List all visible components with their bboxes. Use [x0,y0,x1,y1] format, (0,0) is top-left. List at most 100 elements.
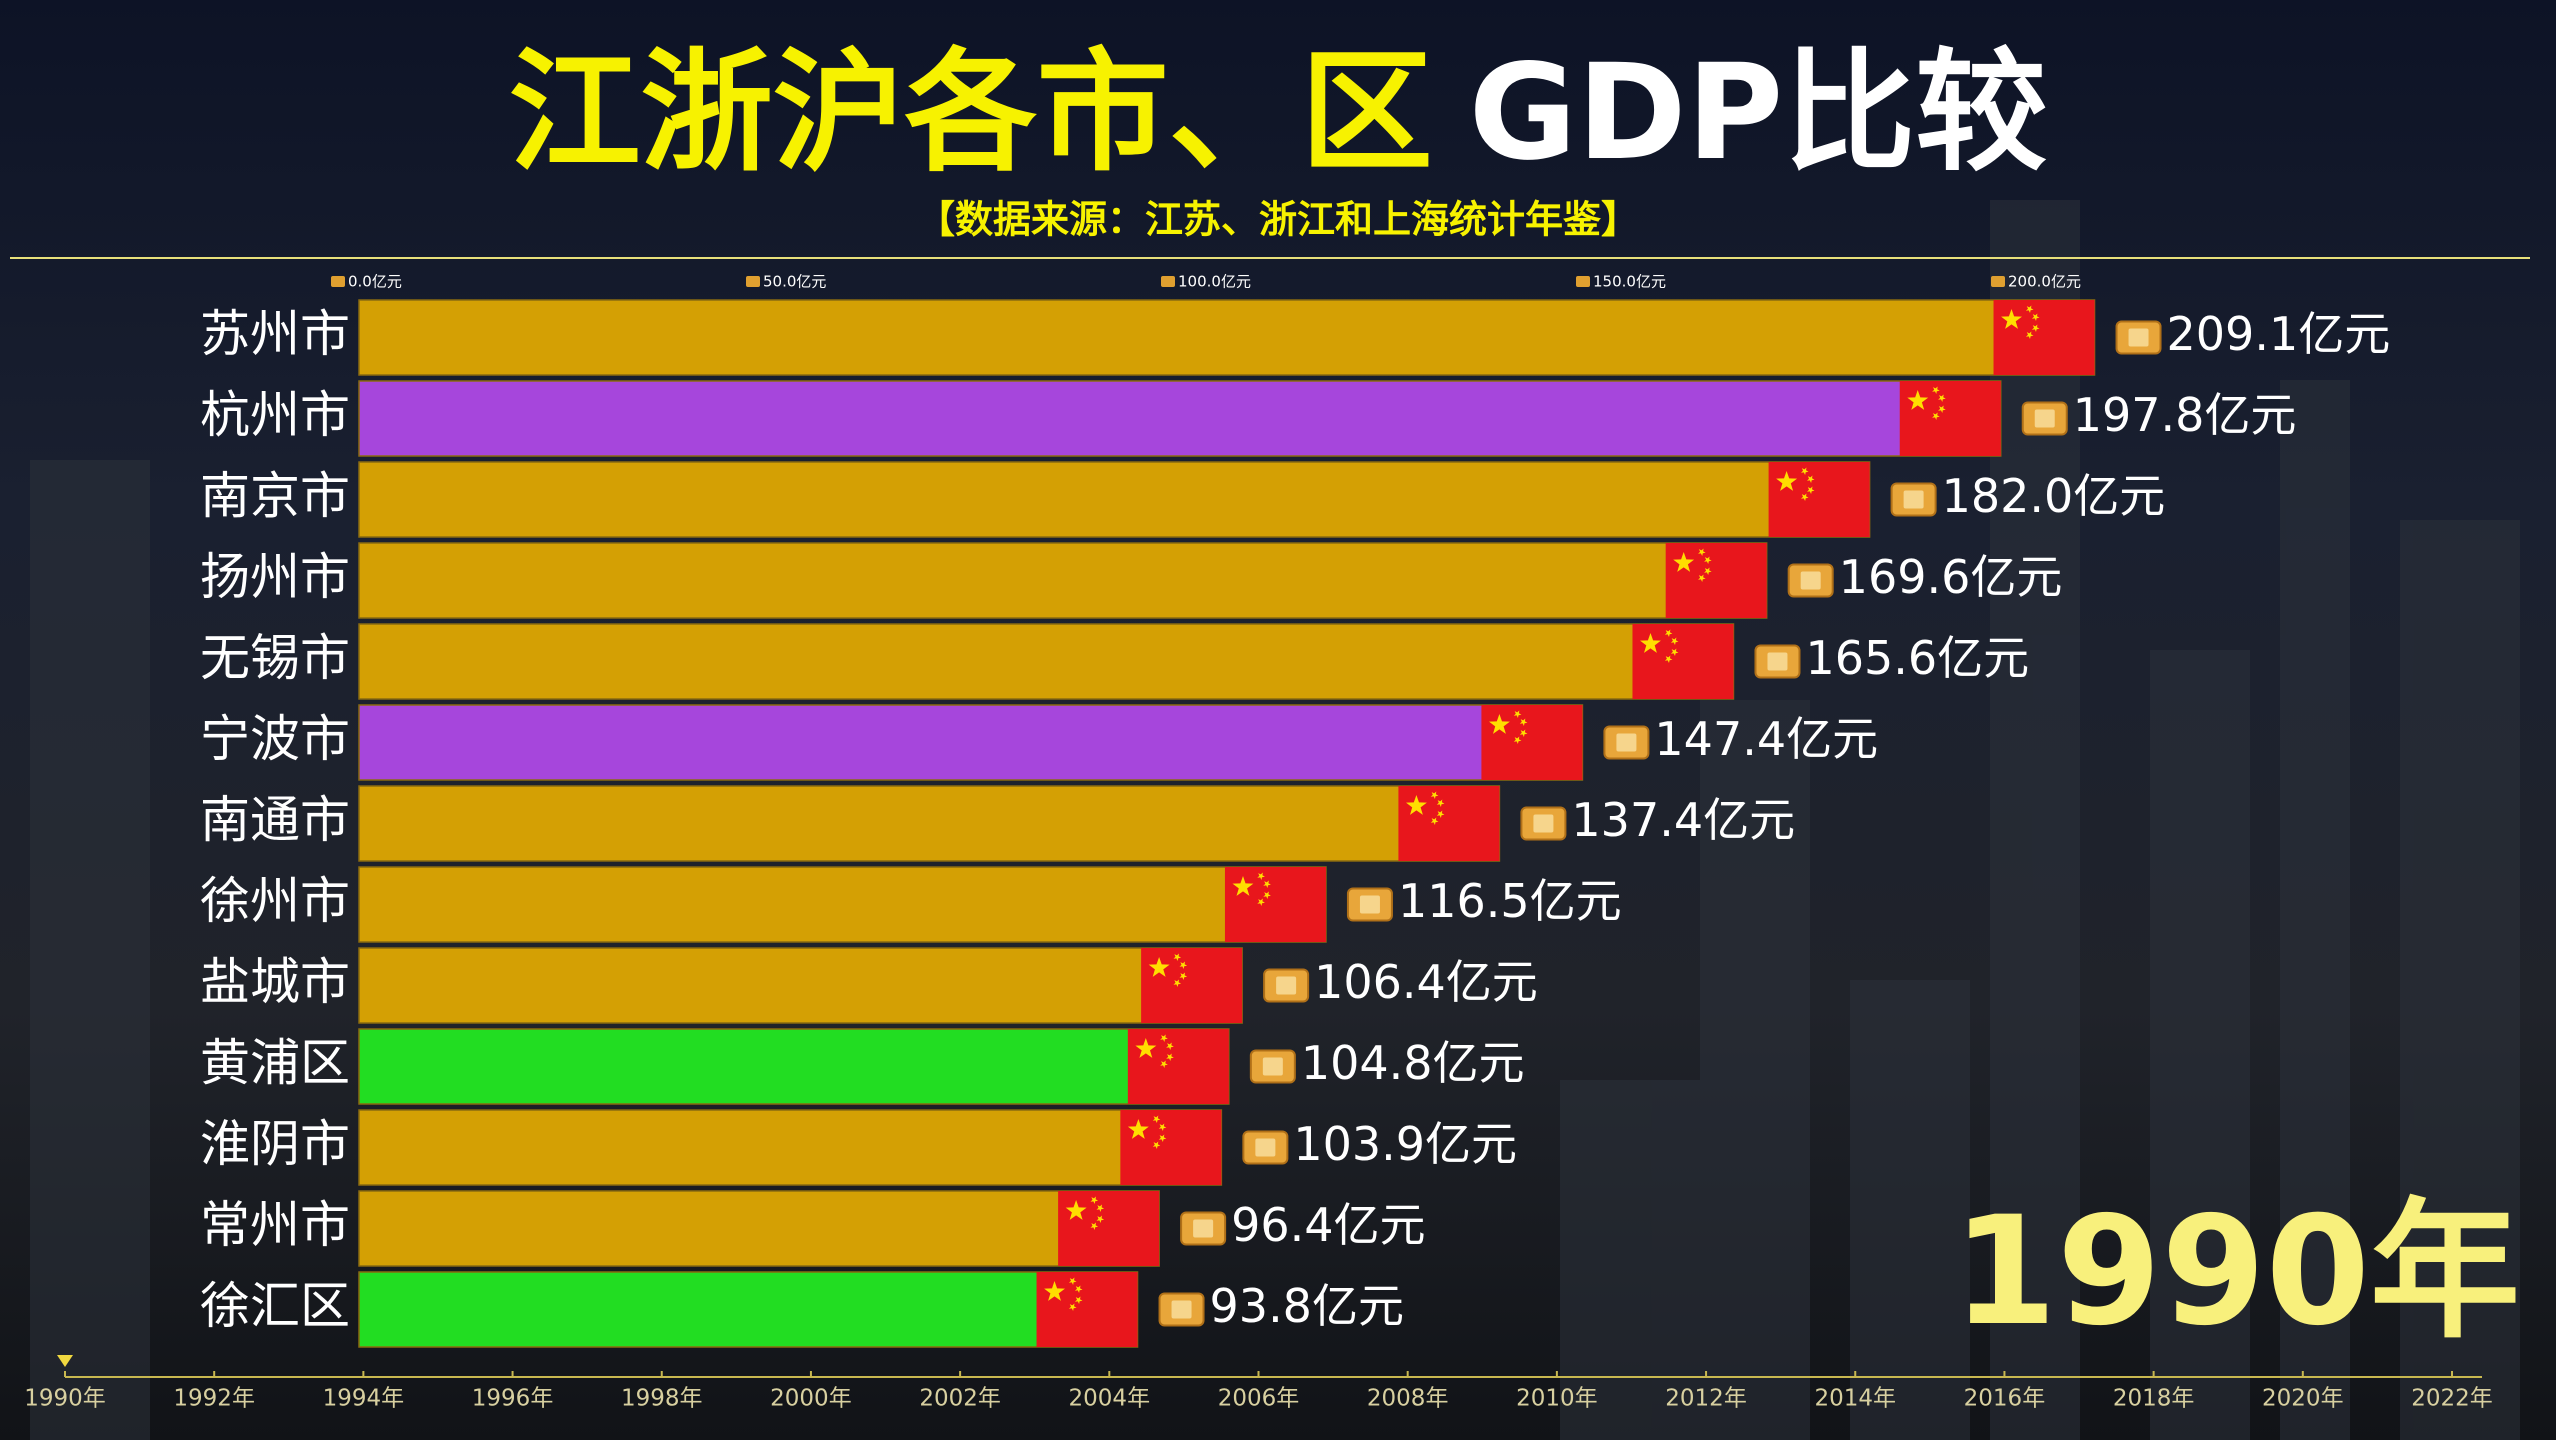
flag [1036,1272,1138,1347]
flag-star [1430,791,1439,799]
category-label: 苏州市 [200,305,350,363]
tick-mark [1576,276,1590,287]
money-icon [1276,976,1297,995]
flag-star [1148,957,1170,977]
flag-star [1173,979,1182,987]
timeline-label: 2014年 [1814,1386,1896,1412]
flag-star [1664,629,1673,637]
flag-star [1938,394,1946,402]
timeline-label: 1998年 [621,1386,703,1412]
flag-star [1406,795,1427,815]
value-label: 169.6亿元 [1839,550,2063,604]
timeline-label: 2008年 [1367,1386,1449,1412]
flag-star [1090,1196,1099,1204]
flag [1768,462,1870,537]
flag-star [1074,1285,1083,1293]
flag-star [1807,475,1815,483]
timeline-label: 2004年 [1069,1386,1151,1412]
timeline-label: 2010年 [1516,1386,1598,1412]
flag-star [1257,872,1265,880]
flag-star [1074,1296,1083,1304]
flag-star [1670,648,1679,656]
money-icon [1616,733,1637,752]
bar [358,704,1584,781]
timeline-label: 1992年 [173,1386,255,1412]
flag-star [1232,876,1254,896]
flag-star [1090,1222,1099,1230]
timeline-label: 2012年 [1665,1386,1747,1412]
flag-star [1704,556,1712,564]
bar [358,380,2002,457]
flag-star [1160,1034,1168,1042]
flag [1993,300,2095,375]
timeline-label: 2022年 [2411,1386,2493,1412]
category-label: 常州市 [200,1196,350,1254]
money-icon [1262,1057,1283,1076]
bar [358,866,1327,943]
value-label: 182.0亿元 [1942,469,2166,523]
flag-star [1489,714,1510,734]
bar [358,461,1871,538]
tick-mark [1161,276,1175,287]
flag-star [1640,633,1661,653]
flag-star [1135,1038,1157,1058]
timeline-label: 2018年 [2113,1386,2195,1412]
flag-star [1263,891,1271,899]
flag [1632,624,1734,699]
flag-star [1519,718,1528,726]
money-icon [1903,490,1924,509]
flag-star [1519,729,1528,737]
timeline-label: 2002年 [919,1386,1001,1412]
flag [1899,381,2001,456]
flag-star [1158,1123,1167,1131]
chart-title: 江浙沪各市、区 GDP比较 [509,36,2048,190]
flag-star [1173,953,1182,961]
bar [358,1109,1223,1186]
tick-mark [1991,276,2005,287]
flag [1120,1110,1222,1185]
flag [1127,1029,1229,1104]
x-tick-label: 50.0亿元 [763,273,826,291]
money-icon [1800,571,1821,590]
flag-star [1801,467,1809,475]
money-icon [1171,1300,1192,1319]
flag-star [2025,305,2034,313]
flag-star [1044,1281,1065,1301]
bar [358,1028,1230,1105]
tick-mark [331,276,345,287]
value-label: 104.8亿元 [1301,1036,1525,1090]
tick-mark [746,276,760,287]
value-label: 137.4亿元 [1571,793,1795,847]
title-segment: GDP比较 [1469,36,2048,190]
x-tick-label: 0.0亿元 [348,273,402,291]
category-label: 扬州市 [200,548,350,606]
flag-star [1152,1115,1161,1123]
timeline-label: 2020年 [2262,1386,2344,1412]
flag-star [1179,961,1188,969]
flag [1141,948,1243,1023]
flag-star [2001,309,2022,329]
flag-star [1160,1060,1168,1068]
flag-star [1068,1277,1077,1285]
timeline-label: 2016年 [1964,1386,2046,1412]
flag-star [1127,1119,1149,1139]
timeline-label: 1996年 [472,1386,554,1412]
flag [1481,705,1583,780]
flag-star [1698,548,1706,556]
category-label: 南京市 [200,467,350,525]
flag-star [1907,390,1929,410]
category-label: 黄浦区 [200,1034,350,1092]
money-icon [2034,409,2055,428]
value-label: 209.1亿元 [2167,307,2391,361]
bar [358,623,1735,700]
value-label: 106.4亿元 [1314,955,1538,1009]
flag-star [1436,810,1445,818]
timeline-label: 1994年 [323,1386,405,1412]
flag [1224,867,1326,942]
x-tick-label: 150.0亿元 [1593,273,1666,291]
flag-star [1807,486,1815,494]
category-label: 徐州市 [200,872,350,930]
flag-star [1513,710,1522,718]
value-label: 147.4亿元 [1654,712,1878,766]
flag-star [1932,412,1940,420]
